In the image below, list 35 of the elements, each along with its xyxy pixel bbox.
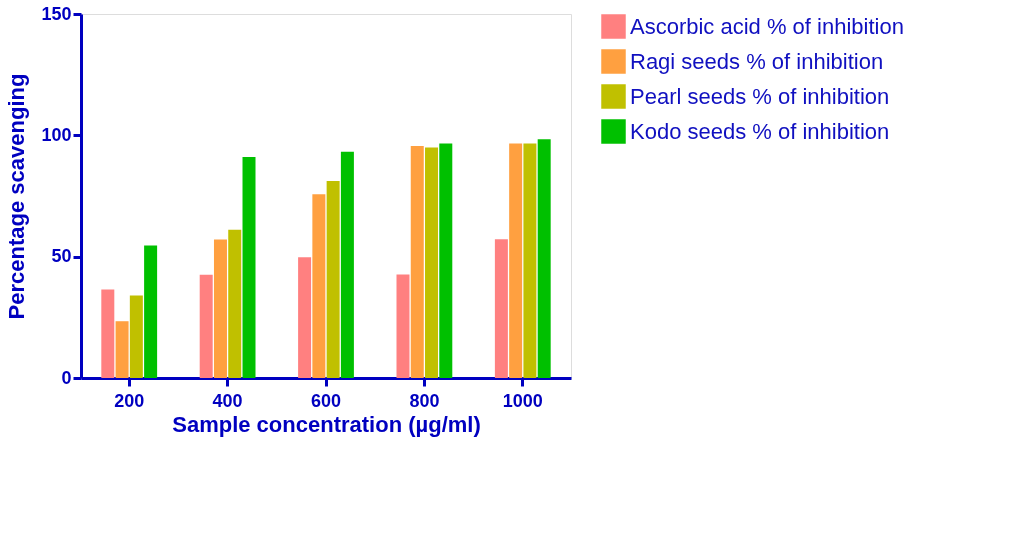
bar [228,229,242,378]
y-tick-label: 100 [41,124,72,145]
bar [199,274,213,378]
x-tick-label: 1000 [502,390,543,411]
x-tick-label: 200 [114,390,145,411]
x-tick-label: 600 [310,390,342,411]
bar [312,194,326,378]
bar [144,245,158,378]
bar [410,146,424,378]
bar [425,147,439,378]
legend-label: Kodo seeds % of inhibition [630,118,890,144]
bar [523,143,537,378]
bar [242,156,256,378]
x-tick-label: 800 [409,390,440,411]
x-tick-label: 400 [212,390,243,411]
bar [115,321,129,378]
bar [101,289,115,378]
bar [213,239,227,378]
bar [439,143,453,378]
bar [129,295,143,378]
bar [509,143,523,378]
y-tick-label: 0 [61,367,72,388]
bar [326,180,340,378]
bar [340,151,354,378]
x-axis-title: Sample concentration (µg/ml) [172,411,481,437]
bar [298,257,312,378]
bar [537,139,551,378]
bar [494,239,508,378]
legend-label: Pearl seeds % of inhibition [630,83,890,109]
bar [396,274,410,378]
y-tick-label: 50 [51,246,72,267]
y-tick-label: 150 [41,3,72,24]
y-axis-title: Percentage scavenging [4,73,30,320]
legend-label: Ascorbic acid % of inhibition [630,13,904,39]
legend-label: Ragi seeds % of inhibition [630,48,884,74]
